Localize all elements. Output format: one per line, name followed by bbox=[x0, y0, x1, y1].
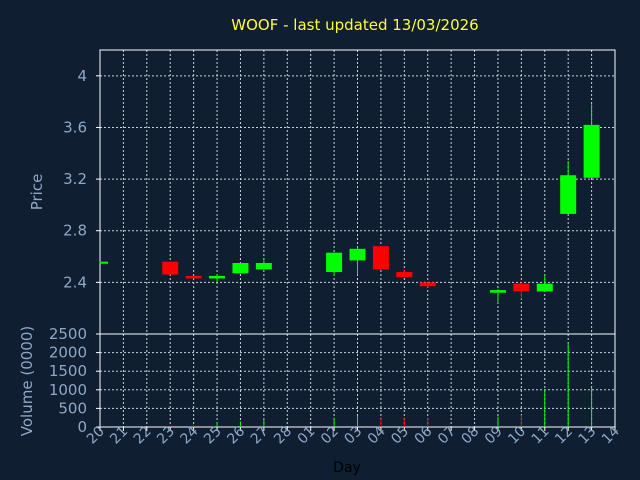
x-tick-labels: 20 21 22 23 24 25 26 27 28 01 02 03 04 05 06 07 08 09 10 11… bbox=[84, 423, 623, 447]
volume-grid bbox=[100, 334, 615, 427]
x-axis-label: Day bbox=[333, 460, 361, 476]
price-axis-label: Price bbox=[28, 174, 46, 211]
volume-tick-label: 2500 bbox=[49, 325, 87, 343]
chart-title: WOOF - last updated 13/03/2026 bbox=[231, 16, 478, 34]
volume-tick-label: 0 bbox=[77, 418, 87, 436]
candle-body bbox=[255, 263, 272, 270]
candles bbox=[99, 104, 600, 304]
candle-body bbox=[326, 252, 343, 273]
candle-body bbox=[583, 124, 600, 178]
volume-tick-label: 500 bbox=[58, 399, 87, 417]
candle-body bbox=[372, 246, 389, 270]
price-tick-label: 2.8 bbox=[63, 222, 87, 240]
candle-body bbox=[162, 261, 179, 275]
candle-body bbox=[489, 290, 506, 293]
candle-body bbox=[560, 175, 577, 214]
price-tick-label: 3.6 bbox=[63, 118, 87, 136]
volume-tick-label: 2000 bbox=[49, 344, 87, 362]
candle-body bbox=[209, 275, 226, 279]
price-tick-label: 3.2 bbox=[63, 170, 87, 188]
volume-bars bbox=[99, 343, 593, 427]
candle-body bbox=[536, 283, 553, 292]
price-tick-label: 2.4 bbox=[63, 273, 87, 291]
price-tick-label: 4 bbox=[77, 67, 87, 85]
candle-body bbox=[349, 248, 366, 261]
candle-body bbox=[419, 282, 436, 287]
volume-tick-label: 1000 bbox=[49, 381, 87, 399]
candle-body bbox=[100, 261, 108, 264]
price-y-ticks: 4 3.6 3.2 2.8 2.4 bbox=[63, 67, 100, 291]
candle-body bbox=[513, 283, 530, 292]
candle-body bbox=[232, 263, 249, 274]
volume-tick-label: 1500 bbox=[49, 362, 87, 380]
volume-axis-label: Volume (0000) bbox=[18, 326, 36, 436]
candle-body bbox=[185, 275, 202, 279]
candle-body bbox=[396, 272, 413, 278]
